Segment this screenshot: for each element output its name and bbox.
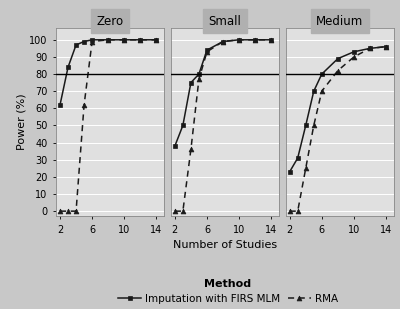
Imputation with FIRS MLM <box>237 38 242 42</box>
RMA <box>106 38 110 42</box>
Y-axis label: Power (%): Power (%) <box>16 94 26 150</box>
RMA <box>196 77 201 81</box>
Imputation with FIRS MLM <box>336 57 340 61</box>
Imputation with FIRS MLM <box>352 50 356 54</box>
Imputation with FIRS MLM <box>180 124 185 127</box>
Imputation with FIRS MLM <box>303 124 308 127</box>
RMA <box>368 47 372 50</box>
RMA <box>90 40 94 43</box>
Imputation with FIRS MLM <box>269 38 274 42</box>
RMA <box>122 38 127 42</box>
Title: Zero: Zero <box>97 15 124 28</box>
RMA <box>66 209 70 213</box>
Imputation with FIRS MLM <box>287 170 292 174</box>
RMA <box>220 40 225 43</box>
RMA <box>188 148 193 151</box>
RMA <box>295 209 300 213</box>
Imputation with FIRS MLM <box>82 40 86 43</box>
RMA <box>269 38 274 42</box>
Legend: Imputation with FIRS MLM, RMA: Imputation with FIRS MLM, RMA <box>118 279 338 304</box>
Imputation with FIRS MLM <box>368 47 372 50</box>
Line: RMA: RMA <box>287 44 388 214</box>
Imputation with FIRS MLM <box>188 81 193 84</box>
Imputation with FIRS MLM <box>204 48 209 52</box>
RMA <box>311 124 316 127</box>
RMA <box>352 55 356 59</box>
Imputation with FIRS MLM <box>295 156 300 160</box>
Line: Imputation with FIRS MLM: Imputation with FIRS MLM <box>288 44 388 174</box>
Imputation with FIRS MLM <box>311 89 316 93</box>
Line: RMA: RMA <box>58 37 159 214</box>
Imputation with FIRS MLM <box>66 66 70 69</box>
RMA <box>336 69 340 73</box>
Imputation with FIRS MLM <box>220 40 225 43</box>
RMA <box>303 167 308 170</box>
Line: RMA: RMA <box>172 37 274 214</box>
Line: Imputation with FIRS MLM: Imputation with FIRS MLM <box>173 38 273 148</box>
Imputation with FIRS MLM <box>106 38 110 42</box>
RMA <box>180 209 185 213</box>
RMA <box>74 209 78 213</box>
RMA <box>319 89 324 93</box>
RMA <box>138 38 143 42</box>
Imputation with FIRS MLM <box>253 38 258 42</box>
RMA <box>253 38 258 42</box>
RMA <box>287 209 292 213</box>
Imputation with FIRS MLM <box>58 103 62 107</box>
Title: Medium: Medium <box>316 15 364 28</box>
RMA <box>237 38 242 42</box>
RMA <box>204 50 209 54</box>
RMA <box>154 38 159 42</box>
RMA <box>384 45 388 49</box>
RMA <box>172 209 177 213</box>
Imputation with FIRS MLM <box>74 43 78 47</box>
Line: Imputation with FIRS MLM: Imputation with FIRS MLM <box>58 38 158 107</box>
RMA <box>82 103 86 107</box>
RMA <box>58 209 62 213</box>
Imputation with FIRS MLM <box>384 45 388 49</box>
Imputation with FIRS MLM <box>319 72 324 76</box>
Imputation with FIRS MLM <box>90 38 94 42</box>
Imputation with FIRS MLM <box>122 38 127 42</box>
Imputation with FIRS MLM <box>196 72 201 76</box>
X-axis label: Number of Studies: Number of Studies <box>173 240 277 250</box>
Imputation with FIRS MLM <box>172 144 177 148</box>
Imputation with FIRS MLM <box>138 38 143 42</box>
Title: Small: Small <box>208 15 242 28</box>
Imputation with FIRS MLM <box>154 38 159 42</box>
